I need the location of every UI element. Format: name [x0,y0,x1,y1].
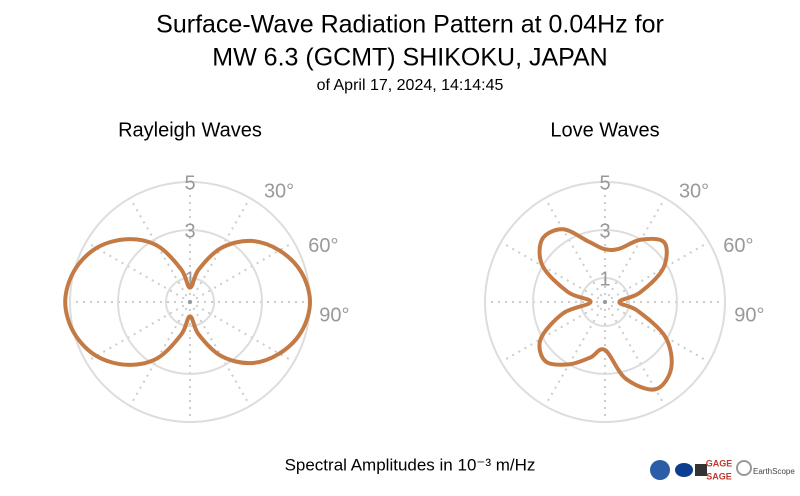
spoke [85,241,191,303]
chart-title: Love Waves [550,119,659,141]
center-dot [188,300,192,304]
spoke [500,301,606,363]
r-tick-label: 1 [599,268,610,290]
spoke [604,241,710,303]
spoke [129,197,191,303]
logo-icon [736,460,752,476]
logo-icon [695,464,707,476]
spoke [544,197,606,303]
r-tick-label: 5 [184,172,195,194]
logo-icon [650,460,670,480]
center-dot [603,300,607,304]
subtitle: of April 17, 2024, 14:14:45 [317,77,504,94]
r-grid [484,181,726,423]
spoke [500,241,606,303]
theta-tick-label: 60° [723,235,753,257]
logo-text: SAGE [706,471,732,481]
spoke [85,301,191,363]
r-tick-label: 1 [184,268,195,290]
logo-text: GAGE [706,458,733,468]
r-grid [580,277,630,327]
title-line: Surface-Wave Radiation Pattern at 0.04Hz… [156,11,664,39]
chart-title: Rayleigh Waves [118,119,262,141]
r-tick-label: 5 [599,172,610,194]
theta-tick-label: 30° [679,180,709,202]
pattern-line [537,227,674,392]
spoke [189,241,295,303]
pattern-line [63,237,313,367]
r-grid [165,277,215,327]
spoke [189,301,295,363]
spoke [604,301,710,363]
title-line: MW 6.3 (GCMT) SHIKOKU, JAPAN [212,44,607,72]
theta-tick-label: 90° [734,304,764,326]
logos: GAGE SAGE EarthScope [650,458,795,481]
r-tick-label: 3 [184,220,195,242]
spoke [129,301,191,407]
theta-tick-label: 90° [319,304,349,326]
spoke [189,301,251,407]
spoke [544,301,606,407]
theta-tick-label: 30° [264,180,294,202]
r-grid [532,229,678,375]
r-tick-label: 3 [599,220,610,242]
theta-tick-label: 60° [308,235,338,257]
footer: Spectral Amplitudes in 10⁻³ m/Hz [285,455,536,474]
spoke [189,197,251,303]
spoke [604,197,666,303]
logo-icon [675,463,693,477]
logo-text: EarthScope [753,467,795,476]
r-grid [117,229,263,375]
